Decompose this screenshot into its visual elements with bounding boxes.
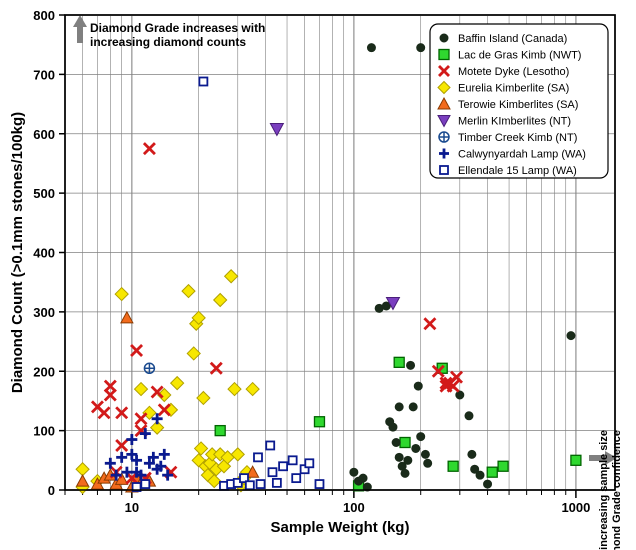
legend-label: Lac de Gras Kimb (NWT) bbox=[458, 50, 581, 62]
legend-label: Terowie Kimberlites (SA) bbox=[458, 99, 578, 111]
svg-text:increasing diamond counts: increasing diamond counts bbox=[90, 35, 246, 49]
legend-label: Calwynyardah Lamp (WA) bbox=[458, 149, 586, 161]
legend-label: Ellendale 15 Lamp (WA) bbox=[458, 165, 577, 177]
svg-text:800: 800 bbox=[33, 8, 55, 23]
svg-text:100: 100 bbox=[33, 424, 55, 439]
svg-text:400: 400 bbox=[33, 246, 55, 261]
svg-text:1000: 1000 bbox=[561, 500, 590, 515]
svg-text:Diamond Count (>0.1mm stones/1: Diamond Count (>0.1mm stones/100kg) bbox=[9, 112, 26, 393]
svg-text:Diamond Grade increases with: Diamond Grade increases with bbox=[90, 21, 265, 35]
legend-label: Eurelia Kimberlite (SA) bbox=[458, 83, 569, 95]
legend-label: Timber Creek Kimb (NT) bbox=[458, 132, 577, 144]
svg-text:100: 100 bbox=[343, 500, 365, 515]
legend-label: Motete Dyke (Lesotho) bbox=[458, 66, 569, 78]
svg-text:600: 600 bbox=[33, 127, 55, 142]
legend-label: Baffin Island (Canada) bbox=[458, 33, 567, 45]
chart-svg: 0 100 200 300 400 500 600 700 800 10 100 1000 Diamon… bbox=[0, 0, 636, 550]
svg-text:700: 700 bbox=[33, 67, 55, 82]
svg-text:Sample Weight (kg): Sample Weight (kg) bbox=[271, 519, 410, 536]
svg-text:0: 0 bbox=[48, 483, 55, 498]
svg-text:500: 500 bbox=[33, 186, 55, 201]
svg-text:300: 300 bbox=[33, 305, 55, 320]
scatter-chart: 0 100 200 300 400 500 600 700 800 10 100 1000 Diamon… bbox=[0, 0, 636, 550]
svg-text:200: 200 bbox=[33, 364, 55, 379]
legend-label: Merlin KImberlites (NT) bbox=[458, 116, 571, 128]
svg-text:10: 10 bbox=[125, 500, 139, 515]
